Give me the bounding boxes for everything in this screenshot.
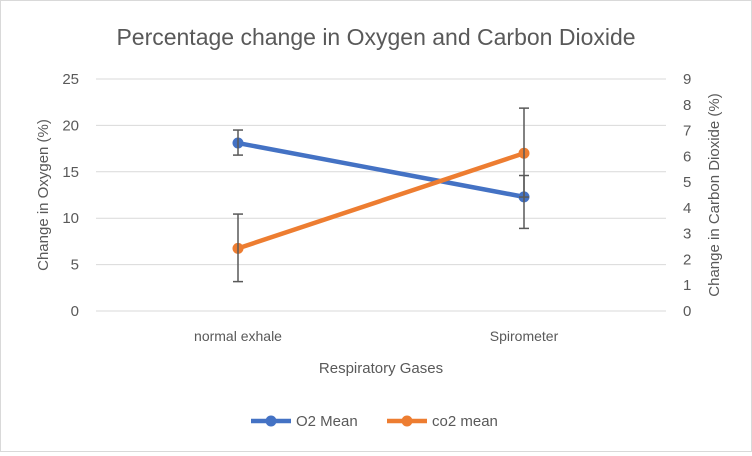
- series-line: [235, 150, 527, 251]
- y-axis-label: Change in Oxygen (%): [35, 119, 52, 271]
- legend-label: O2 Mean: [296, 413, 358, 430]
- y2-tick-label: 5: [683, 174, 691, 191]
- y2-tick-label: 0: [683, 303, 691, 320]
- y2-tick-label: 9: [683, 71, 691, 88]
- y-tick-label: 10: [62, 210, 79, 227]
- y2-tick-label: 4: [683, 200, 691, 217]
- x-tick-label: Spirometer: [490, 328, 559, 344]
- y2-tick-label: 8: [683, 97, 691, 114]
- y-tick-label: 25: [62, 71, 79, 88]
- legend-swatch-marker: [265, 415, 277, 427]
- legend-swatch-marker: [401, 415, 413, 427]
- y-tick-label: 0: [71, 303, 79, 320]
- y2-tick-label: 3: [683, 226, 691, 243]
- series-line: [235, 140, 527, 200]
- x-tick-label: normal exhale: [194, 328, 282, 344]
- y2-tick-label: 6: [683, 148, 691, 165]
- x-axis-label: Respiratory Gases: [319, 360, 443, 377]
- legend-label: co2 mean: [432, 413, 498, 430]
- y-tick-label: 5: [71, 257, 79, 274]
- y2-axis-label: Change in Carbon Dioxide (%): [706, 93, 723, 296]
- legend: O2 Mean co2 mean: [251, 413, 498, 430]
- chart-title: Percentage change in Oxygen and Carbon D…: [116, 24, 635, 50]
- y2-tick-label: 7: [683, 123, 691, 140]
- y2-tick-label: 2: [683, 251, 691, 268]
- y-tick-label: 20: [62, 117, 79, 134]
- y2-tick-label: 1: [683, 277, 691, 294]
- y-tick-label: 15: [62, 164, 79, 181]
